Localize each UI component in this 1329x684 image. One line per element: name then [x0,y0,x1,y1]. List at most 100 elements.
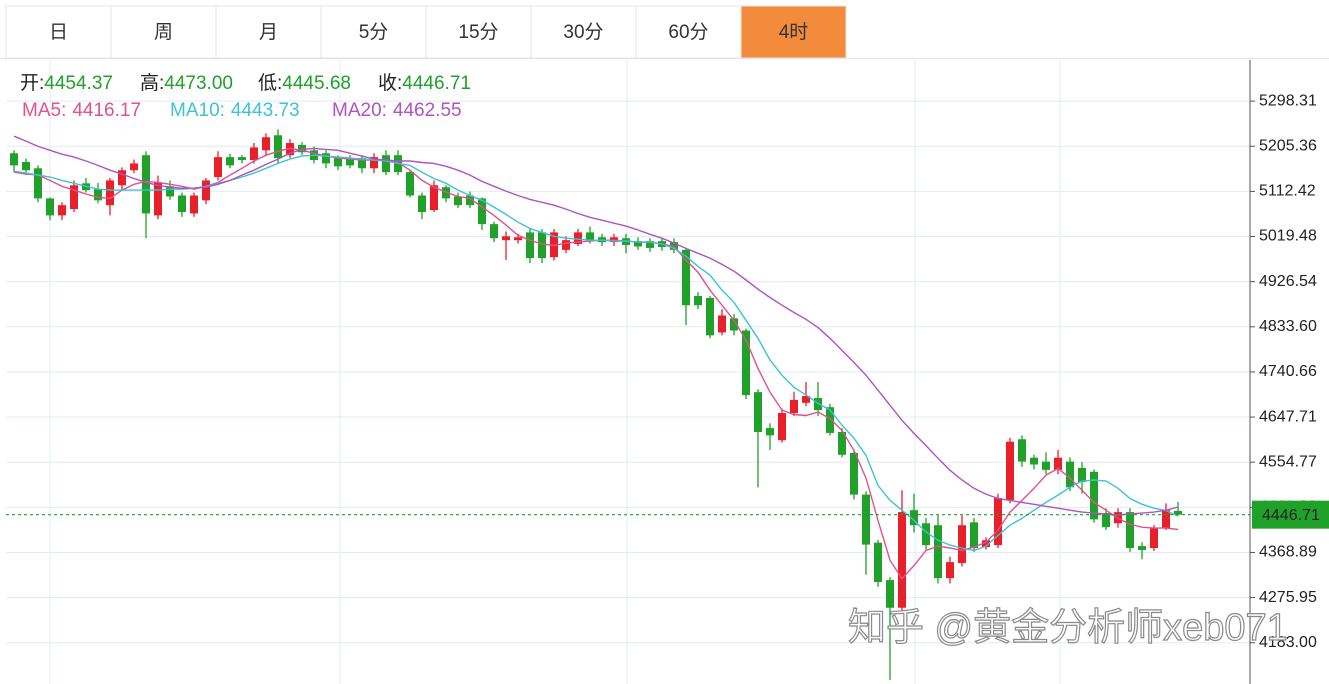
y-tick-label: 4275.95 [1259,589,1317,606]
candle-body [358,158,366,169]
candle-body [118,170,126,186]
legend-name: MA20: [332,100,387,121]
candle-body [898,512,906,608]
y-tick-label: 4554.77 [1259,453,1317,470]
candle-body [130,163,138,171]
candle-body [1018,439,1026,462]
candle-body [1054,457,1062,470]
legend-name: MA10: [170,100,225,121]
candle-body [646,241,654,248]
legend-value: 4462.55 [393,100,462,121]
info-value: 4473.00 [164,73,233,94]
last-price-label: 4446.71 [1262,507,1320,524]
candle-body [94,189,102,201]
candle-body [466,195,474,206]
info-label: 低: [258,72,282,94]
y-tick-label: 4368.89 [1259,544,1317,561]
candle-body [946,562,954,579]
candle-body [958,525,966,564]
ma-line [13,135,1179,516]
tab-label[interactable]: 日 [49,22,68,43]
tab-label[interactable]: 4时 [779,21,809,43]
candle-body [778,413,786,441]
candle-body [634,241,642,247]
info-label: 开: [20,73,44,94]
candle-body [1090,471,1098,520]
candle-body [538,232,546,259]
watermark: 知乎 @黄金分析师xeb071 [848,607,1288,649]
candle-body [502,236,510,241]
tab[interactable] [5,5,112,59]
candle-body [550,232,558,258]
tab-label[interactable]: 月 [259,22,278,43]
candle-body [862,494,870,545]
candle-body [274,135,282,159]
info-value: 4445.68 [282,73,351,94]
tab[interactable] [740,5,847,59]
y-axis-labels: 5298.31 5205.36 5112.42 5019.48 4926.54 4833.… [1250,92,1329,651]
candle-body [1126,512,1134,549]
y-tick-label: 4833.60 [1259,318,1317,335]
y-tick-label: 5205.36 [1259,137,1317,154]
candle-body [1102,513,1110,528]
tab-label[interactable]: 15分 [458,21,498,43]
candle-body [994,498,1002,546]
info-item: 收:4446.71 [378,72,471,94]
candle-body [910,510,918,526]
candle-body [1042,461,1050,470]
grid [6,100,1250,644]
tab-label[interactable]: 周 [154,22,173,43]
candle-body [418,195,426,212]
candle-body [1174,510,1182,515]
candle-body [214,157,222,178]
candle-body [838,431,846,455]
candle-body [970,522,978,549]
candle-body [826,407,834,433]
y-tick-label: 4926.54 [1259,273,1317,290]
y-tick-label: 5298.31 [1259,92,1317,109]
candle-body [178,195,186,212]
y-tick-label: 4740.66 [1259,363,1317,380]
candle-body [802,396,810,403]
legend-name: MA5: [22,100,66,121]
info-label: 高: [140,72,164,94]
candle-body [586,232,594,241]
tab-label[interactable]: 30分 [563,21,603,43]
legend-value: 4443.73 [231,100,300,121]
last-price-box [1252,500,1329,529]
tab-label[interactable]: 5分 [359,21,389,43]
tab[interactable] [425,5,532,59]
candle-body [922,523,930,546]
candle-body [106,180,114,206]
candle-body [370,157,378,169]
candle-body [706,297,714,336]
candle-body [514,237,522,241]
candle-body [58,205,66,216]
legend-value: 4416.17 [72,100,141,121]
candle-body [790,399,798,414]
y-tick-label: 4183.00 [1259,634,1317,651]
candle-body [238,157,246,161]
legend-item: MA20: 4462.55 [332,100,462,121]
tab-label[interactable]: 60分 [668,21,708,43]
y-tick-label: 5112.42 [1259,183,1316,200]
candle-body [262,137,270,151]
legend-item: MA10: 4443.73 [170,100,300,121]
tab[interactable] [530,5,637,59]
y-tick-label: 4647.71 [1259,408,1317,425]
ma-line [13,154,1179,552]
candle-body [766,428,774,436]
tab[interactable] [215,5,322,59]
candle-body [1030,457,1038,465]
candle-body [1066,461,1074,488]
candle-body [718,315,726,333]
candle-body [382,155,390,173]
candle-body [850,452,858,495]
candle-body [298,144,306,153]
candle-body [202,180,210,201]
candle-body [934,525,942,579]
candle-body [1162,510,1170,529]
candle-body [46,198,54,216]
